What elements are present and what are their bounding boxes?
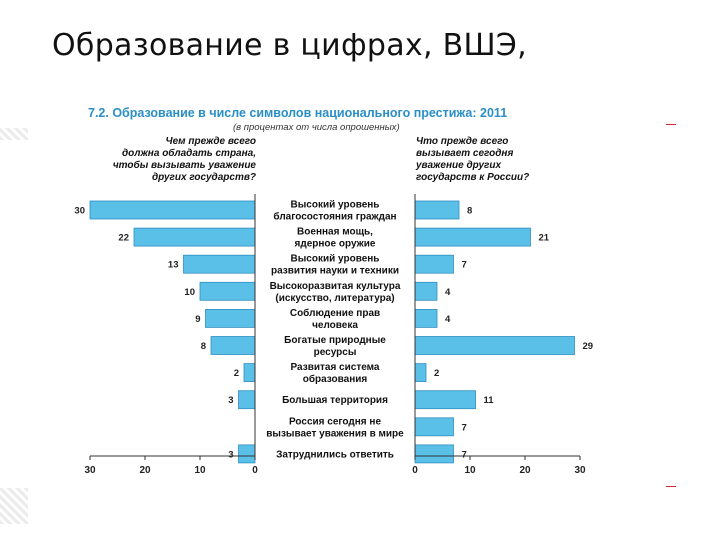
left-bar-value-label: 22 — [118, 233, 129, 244]
right-bar — [414, 200, 460, 220]
left-bar — [238, 390, 256, 410]
decorative-line-top — [666, 124, 676, 125]
right-bar — [414, 363, 427, 383]
left-header-line: Чем прежде всего — [165, 136, 256, 147]
category-label: Богатые природные — [284, 335, 386, 346]
left-column-header: Чем прежде всего должна обладать страна,… — [113, 136, 256, 184]
left-bar-value-label: 10 — [184, 287, 195, 298]
category-label: человека — [312, 320, 358, 331]
left-header-line: других государств? — [151, 172, 256, 183]
category-label: развития науки и техники — [271, 266, 399, 277]
chart-title: 7.2. Образование в числе символов национ… — [88, 106, 508, 120]
right-bar — [414, 308, 438, 328]
right-header-line: Что прежде всего — [416, 136, 509, 147]
left-x-tick-label: 10 — [194, 465, 206, 476]
right-bar — [414, 336, 575, 355]
right-x-tick-label: 20 — [519, 465, 531, 476]
category-label: образования — [303, 373, 368, 385]
left-bar — [199, 281, 256, 301]
category-label: ядерное оружие — [295, 239, 376, 250]
right-bar — [414, 390, 476, 410]
right-x-tick-label: 30 — [574, 465, 586, 476]
left-header-line: должна обладать страна, — [121, 148, 256, 159]
right-column-header: Что прежде всего вызывает сегодня уважен… — [416, 136, 529, 184]
category-label: Высокий уровень — [291, 200, 380, 211]
right-bar — [414, 227, 531, 247]
right-bar-value-label: 4 — [445, 314, 451, 325]
left-bar-value-label: 9 — [195, 314, 200, 325]
right-x-tick-label: 0 — [412, 465, 418, 476]
decorative-stripe-bottom — [0, 488, 28, 524]
slide-title: Образование в цифрах, ВШЭ, — [52, 28, 527, 63]
category-label: Большая территория — [282, 395, 388, 406]
right-header-line: вызывает сегодня — [416, 148, 514, 159]
right-bar-value-label: 21 — [539, 233, 550, 244]
left-x-tick-label: 20 — [139, 465, 151, 476]
category-label: вызывает уважения в мире — [266, 428, 404, 439]
left-bar-value-label: 13 — [168, 260, 179, 271]
category-label: Развитая система — [291, 362, 380, 373]
left-bar — [205, 308, 256, 328]
left-bar — [89, 200, 256, 220]
right-bar-value-label: 7 — [462, 449, 467, 460]
left-bar — [133, 227, 256, 247]
category-label: Высокий уровень — [291, 254, 380, 265]
right-header-line: уважение других — [416, 160, 502, 171]
category-label: ресурсы — [314, 347, 357, 358]
category-label: Затруднились ответить — [276, 449, 394, 460]
left-bar — [210, 336, 256, 355]
right-bar-value-label: 11 — [484, 395, 495, 406]
right-bar — [414, 417, 454, 437]
left-header-line: чтобы вызывать уважение — [112, 160, 256, 171]
left-bar — [238, 444, 256, 464]
right-bar-value-label: 4 — [445, 287, 451, 298]
left-bar-value-label: 3 — [228, 395, 233, 406]
category-label: (искусство, литература) — [275, 293, 394, 304]
right-bar — [414, 444, 454, 464]
decorative-stripe-top — [0, 128, 28, 140]
left-x-tick-label: 0 — [252, 465, 258, 476]
category-label: благосостояния граждан — [273, 211, 396, 223]
chart-subtitle: (в процентах от числа опрошенных) — [233, 122, 400, 133]
right-bar-value-label: 29 — [583, 341, 594, 352]
left-bar-value-label: 3 — [228, 449, 233, 460]
right-x-tick-label: 10 — [464, 465, 476, 476]
category-label: Высокоразвитая культура — [270, 281, 401, 292]
left-bar-value-label: 2 — [234, 368, 239, 379]
chart-figure: 7.2. Образование в числе символов национ… — [50, 98, 630, 488]
category-label: Военная мощь, — [297, 227, 373, 238]
right-bar-value-label: 7 — [462, 260, 467, 271]
right-bar — [414, 254, 454, 274]
right-bar-value-label: 7 — [462, 422, 467, 433]
left-bar-value-label: 8 — [201, 341, 206, 352]
right-bar-value-label: 8 — [467, 206, 472, 217]
left-bar — [243, 363, 256, 383]
decorative-line-bottom — [666, 486, 676, 487]
right-bar-value-label: 2 — [434, 368, 439, 379]
right-header-line: государств к России? — [416, 172, 530, 183]
category-label: Соблюдение прав — [290, 307, 380, 319]
left-bar — [183, 254, 256, 274]
category-label: Россия сегодня не — [289, 416, 381, 427]
left-bar-value-label: 30 — [74, 206, 85, 217]
right-bar — [414, 281, 438, 301]
left-x-tick-label: 30 — [84, 465, 96, 476]
